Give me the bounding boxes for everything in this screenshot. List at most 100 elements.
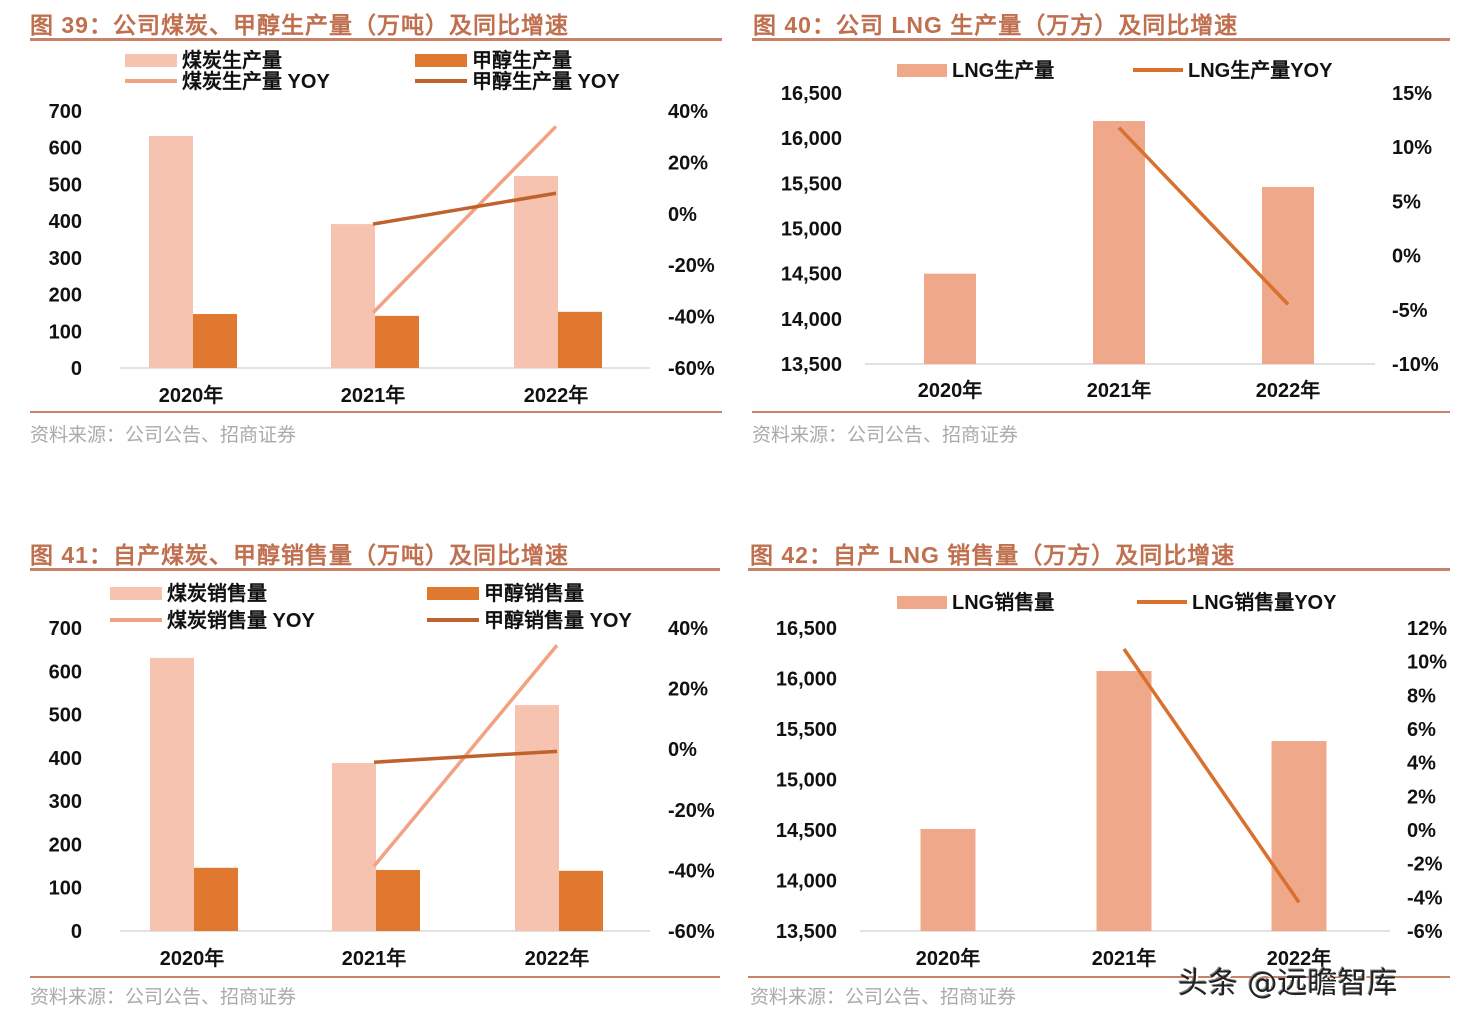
fig39-legend-label: 煤炭生产量: [182, 48, 282, 72]
fig42-legend-label: LNG销售量YOY: [1192, 590, 1337, 614]
fig40-left-tick-label: 14,500: [781, 264, 842, 286]
fig40-top-rule: [752, 38, 1450, 41]
fig41-legend-swatch: [110, 587, 162, 600]
fig41-right-tick-label: -60%: [668, 921, 715, 943]
fig41-right-tick-label: -40%: [668, 860, 715, 882]
fig42-left-tick-label: 16,000: [776, 669, 837, 691]
fig40-yoy-line-0: [1117, 126, 1290, 306]
fig39-bottom-rule: [30, 411, 722, 413]
fig39-bar-b: [193, 314, 237, 368]
fig42-yoy-line-0: [1122, 648, 1301, 904]
fig42-right-tick-label: 6%: [1407, 719, 1436, 741]
fig39-legend-swatch: [125, 54, 177, 67]
fig39-category-label: 2021年: [341, 383, 406, 407]
fig40-legend-label: LNG生产量: [952, 58, 1054, 82]
fig40-right-tick-label: 5%: [1392, 191, 1421, 213]
fig40-bar-a: [1093, 121, 1145, 365]
fig41-left-tick-label: 300: [49, 791, 82, 813]
fig41-left-tick-label: 600: [49, 661, 82, 683]
fig39-left-tick-label: 0: [71, 358, 82, 380]
fig40-legend-swatch: [897, 64, 947, 77]
fig40-title: 图 40：公司 LNG 生产量（万方）及同比增速: [753, 12, 1239, 38]
fig41-legend-label: 甲醇销售量 YOY: [484, 608, 632, 632]
fig39-bar-b: [375, 315, 419, 368]
fig41-left-tick-label: 100: [49, 878, 82, 900]
fig40-source: 资料来源：公司公告、招商证券: [752, 424, 1019, 446]
fig40-category-label: 2020年: [918, 378, 983, 402]
fig41-category-label: 2021年: [342, 946, 407, 970]
fig39-source: 资料来源：公司公告、招商证券: [30, 424, 297, 446]
fig42-bar-a: [920, 828, 976, 931]
fig39-title: 图 39：公司煤炭、甲醇生产量（万吨）及同比增速: [30, 12, 569, 38]
fig40-left-tick-label: 14,000: [781, 309, 842, 331]
fig41-category-label: 2020年: [160, 946, 225, 970]
fig41-title: 图 41：自产煤炭、甲醇销售量（万吨）及同比增速: [30, 542, 569, 568]
fig39-right-tick-label: -60%: [668, 358, 715, 380]
fig39-left-tick-label: 700: [49, 101, 82, 123]
fig41-legend-label: 煤炭销售量: [167, 581, 267, 605]
fig42-left-tick-label: 14,500: [776, 820, 837, 842]
fig39-left-tick-label: 500: [49, 174, 82, 196]
fig42-bar-a: [1096, 671, 1152, 931]
fig39-right-tick-label: 0%: [668, 204, 697, 226]
fig40-left-tick-label: 15,000: [781, 219, 842, 241]
fig39-right-tick-label: 40%: [668, 101, 708, 123]
fig41-bar-b: [559, 870, 603, 931]
fig41-right-tick-label: 20%: [668, 679, 708, 701]
fig39-bar-a: [149, 135, 193, 368]
fig40-category-label: 2021年: [1087, 378, 1152, 402]
fig42-right-tick-label: 8%: [1407, 685, 1436, 707]
fig39-left-tick-label: 600: [49, 138, 82, 160]
fig41-top-rule: [30, 568, 720, 571]
fig39-bar-a: [331, 224, 375, 368]
fig40-legend-label: LNG生产量YOY: [1188, 58, 1333, 82]
fig41-legend-swatch: [427, 587, 479, 600]
fig40-left-tick-label: 13,500: [781, 354, 842, 376]
fig39-right-tick-label: -40%: [668, 307, 715, 329]
fig42-right-tick-label: 10%: [1407, 652, 1447, 674]
fig42-category-label: 2020年: [916, 946, 981, 970]
fig42-bottom-rule: [748, 976, 1450, 978]
fig39-yoy-line-1: [372, 191, 557, 226]
fig41-category-label: 2022年: [525, 946, 590, 970]
fig42-bar-a: [1271, 741, 1327, 931]
fig39-top-rule: [30, 38, 722, 41]
fig42-left-tick-label: 15,000: [776, 770, 837, 792]
fig41-source: 资料来源：公司公告、招商证券: [30, 986, 297, 1008]
fig40-bar-a: [924, 273, 976, 364]
fig39-right-tick-label: 20%: [668, 152, 708, 174]
fig42-title: 图 42：自产 LNG 销售量（万方）及同比增速: [750, 542, 1236, 568]
fig41-yoy-line-1: [373, 749, 558, 764]
fig39-bar-b: [558, 311, 602, 368]
fig42-right-tick-label: 0%: [1407, 820, 1436, 842]
fig42-left-tick-label: 16,500: [776, 618, 837, 640]
fig40-category-label: 2022年: [1256, 378, 1321, 402]
fig40-right-tick-label: 10%: [1392, 137, 1432, 159]
fig42-left-tick-label: 14,000: [776, 871, 837, 893]
fig41-bar-a: [332, 763, 376, 931]
fig42-right-tick-label: 2%: [1407, 786, 1436, 808]
fig41-bottom-rule: [30, 976, 720, 978]
fig41-right-tick-label: 0%: [668, 739, 697, 761]
fig42-right-tick-label: -6%: [1407, 921, 1443, 943]
fig41-right-tick-label: -20%: [668, 800, 715, 822]
fig41-bar-a: [515, 705, 559, 931]
fig42-right-tick-label: -4%: [1407, 887, 1443, 909]
fig42-left-tick-label: 15,500: [776, 719, 837, 741]
fig39-legend-label: 甲醇生产量 YOY: [472, 69, 620, 93]
fig41-left-tick-label: 400: [49, 748, 82, 770]
fig39-right-tick-label: -20%: [668, 255, 715, 277]
fig39-left-tick-label: 200: [49, 285, 82, 307]
watermark: 头条 @远瞻智库: [1178, 966, 1398, 1001]
fig42-top-rule: [748, 568, 1450, 571]
fig39-left-tick-label: 100: [49, 321, 82, 343]
fig41-legend-label: 甲醇销售量: [484, 581, 584, 605]
fig40-right-tick-label: -5%: [1392, 300, 1428, 322]
fig41-right-tick-label: 40%: [668, 618, 708, 640]
fig39-legend-swatch: [415, 54, 467, 67]
fig39-legend-label: 煤炭生产量 YOY: [182, 69, 330, 93]
fig40-bottom-rule: [752, 411, 1450, 413]
fig42-source: 资料来源：公司公告、招商证券: [750, 986, 1017, 1008]
fig42-category-label: 2022年: [1267, 946, 1332, 970]
